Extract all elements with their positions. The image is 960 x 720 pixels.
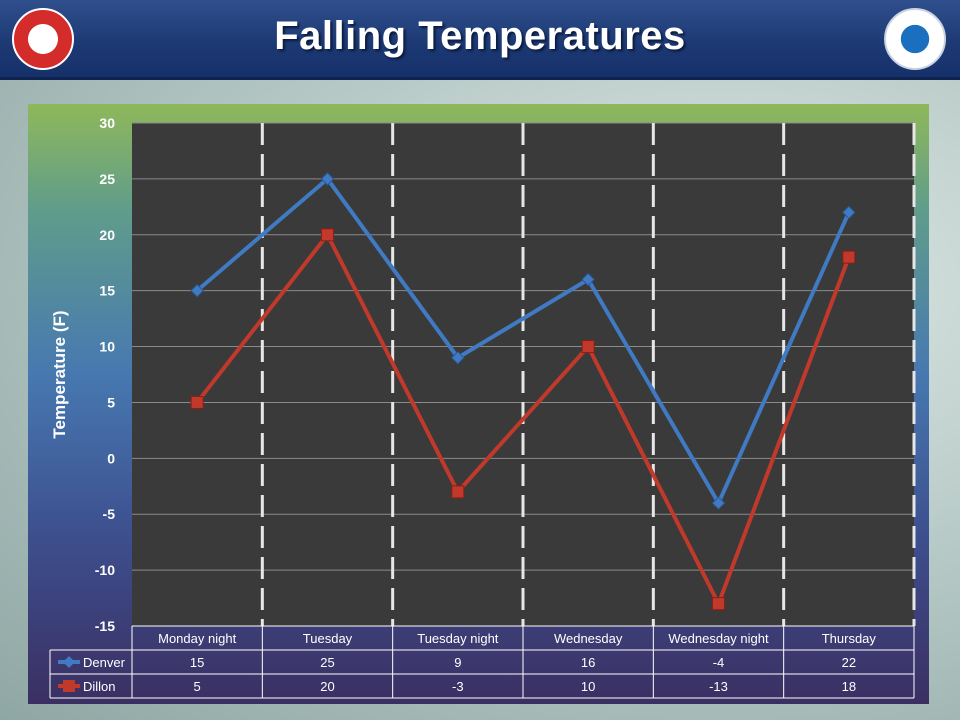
table-cell-value: 15 bbox=[190, 655, 204, 670]
table-cell-value: -4 bbox=[713, 655, 725, 670]
y-tick-label: 0 bbox=[107, 450, 115, 466]
data-point-dillon bbox=[451, 485, 465, 499]
data-point-denver bbox=[711, 496, 726, 510]
y-tick-label: 30 bbox=[99, 115, 115, 131]
data-point-dillon bbox=[842, 250, 856, 264]
legend-key-marker bbox=[63, 680, 75, 692]
table-cell-value: 18 bbox=[842, 679, 856, 694]
table-cell-value: 9 bbox=[454, 655, 461, 670]
y-axis-label: Temperature (F) bbox=[50, 310, 69, 438]
y-tick-label: -10 bbox=[95, 562, 115, 578]
noaa-logo bbox=[884, 8, 946, 70]
table-cell-value: 25 bbox=[320, 655, 334, 670]
table-cell-value: -13 bbox=[709, 679, 728, 694]
data-point-denver bbox=[842, 205, 856, 220]
table-cell-value: 10 bbox=[581, 679, 595, 694]
legend-key-marker bbox=[63, 656, 75, 668]
y-tick-label: 20 bbox=[99, 227, 115, 243]
category-label: Tuesday bbox=[303, 631, 353, 646]
table-cell-value: 16 bbox=[581, 655, 595, 670]
legend-label: Dillon bbox=[83, 679, 116, 694]
series-line-denver bbox=[195, 176, 851, 506]
y-tick-label: -5 bbox=[103, 506, 116, 522]
data-point-dillon bbox=[712, 597, 725, 611]
table-cell-value: 22 bbox=[842, 655, 856, 670]
legend-label: Denver bbox=[83, 655, 126, 670]
category-label: Tuesday night bbox=[417, 631, 499, 646]
category-label: Wednesday night bbox=[668, 631, 769, 646]
category-label: Thursday bbox=[822, 631, 877, 646]
data-point-denver bbox=[190, 283, 204, 298]
data-point-denver bbox=[320, 172, 335, 186]
table-cell-value: 5 bbox=[194, 679, 201, 694]
data-point-dillon bbox=[581, 340, 595, 354]
nws-logo bbox=[12, 8, 74, 70]
table-cell-value: 20 bbox=[320, 679, 334, 694]
category-label: Wednesday bbox=[554, 631, 623, 646]
y-tick-label: 10 bbox=[99, 339, 115, 355]
y-tick-label: -15 bbox=[95, 618, 115, 634]
series-line-dillon bbox=[195, 232, 851, 606]
page-title: Falling Temperatures bbox=[274, 14, 686, 58]
data-point-denver bbox=[451, 351, 465, 365]
data-point-dillon bbox=[190, 395, 204, 409]
table-cell-value: -3 bbox=[452, 679, 464, 694]
y-tick-label: 5 bbox=[107, 394, 115, 410]
y-tick-label: 15 bbox=[99, 283, 115, 299]
title-banner: Falling Temperatures bbox=[0, 0, 960, 80]
y-tick-label: 25 bbox=[99, 171, 115, 187]
category-label: Monday night bbox=[158, 631, 236, 646]
data-point-denver bbox=[581, 272, 595, 287]
data-point-dillon bbox=[321, 228, 334, 242]
